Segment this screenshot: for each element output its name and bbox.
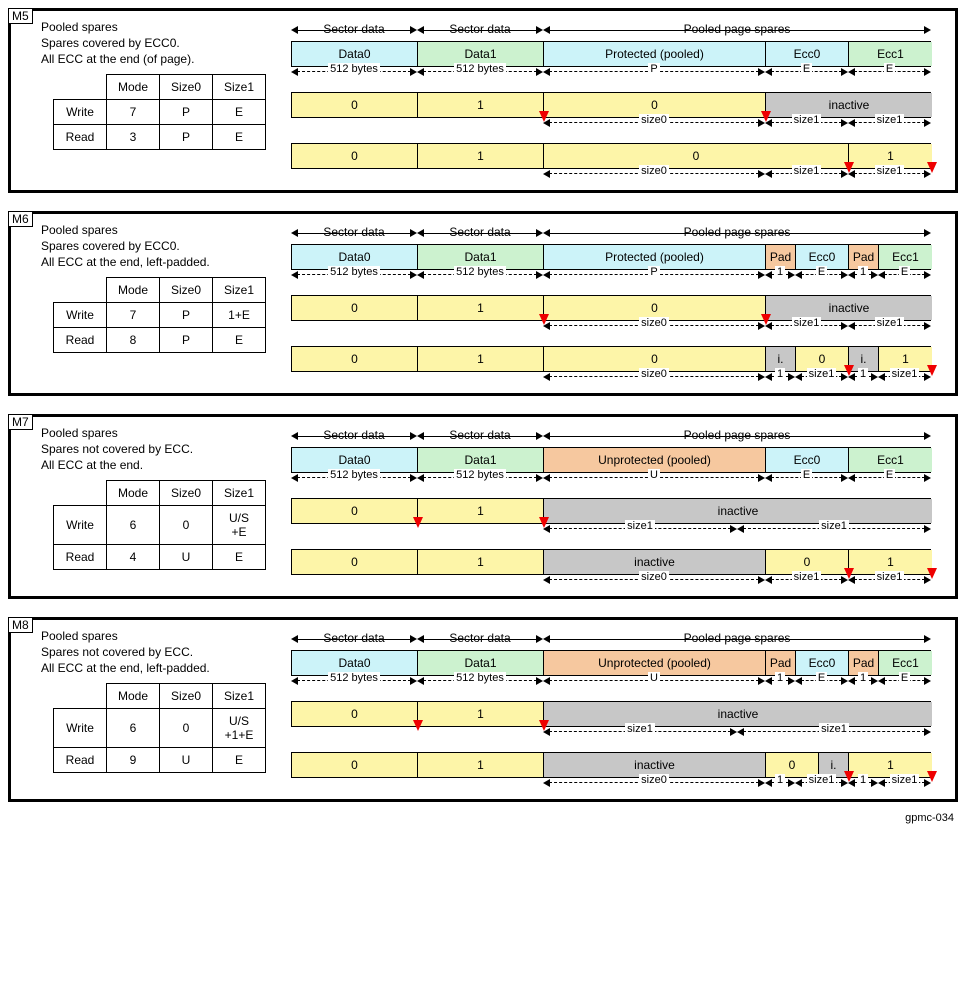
red-arrow-icon bbox=[927, 162, 937, 173]
red-arrow-icon bbox=[539, 720, 549, 731]
scheme-tag: M5 bbox=[8, 8, 33, 24]
mode-table: ModeSize0Size1Write60U/S +ERead4UE bbox=[53, 480, 266, 570]
red-arrow-icon bbox=[761, 314, 771, 325]
red-arrow-icon bbox=[927, 365, 937, 376]
red-arrow-icon bbox=[844, 568, 854, 579]
figure-id: gpmc-034 bbox=[8, 812, 954, 824]
red-arrow-icon bbox=[413, 517, 423, 528]
red-arrow-icon bbox=[761, 111, 771, 122]
red-arrow-icon bbox=[539, 314, 549, 325]
scheme-description: Pooled sparesSpares not covered by ECC.A… bbox=[41, 628, 279, 677]
scheme-M7: M7 Pooled sparesSpares not covered by ECC… bbox=[8, 414, 958, 599]
red-arrow-icon bbox=[539, 111, 549, 122]
scheme-tag: M7 bbox=[8, 414, 33, 430]
red-arrow-icon bbox=[927, 568, 937, 579]
scheme-description: Pooled sparesSpares covered by ECC0.All … bbox=[41, 222, 279, 271]
scheme-description: Pooled sparesSpares covered by ECC0.All … bbox=[41, 19, 279, 68]
scheme-tag: M8 bbox=[8, 617, 33, 633]
red-arrow-icon bbox=[413, 720, 423, 731]
red-arrow-icon bbox=[539, 517, 549, 528]
diagram-root: M5 Pooled sparesSpares covered by ECC0.Al… bbox=[8, 8, 958, 824]
mode-table: ModeSize0Size1Write7PERead3PE bbox=[53, 74, 266, 150]
red-arrow-icon bbox=[927, 771, 937, 782]
scheme-M6: M6 Pooled sparesSpares covered by ECC0.Al… bbox=[8, 211, 958, 396]
red-arrow-icon bbox=[844, 771, 854, 782]
red-arrow-icon bbox=[844, 162, 854, 173]
red-arrow-icon bbox=[844, 365, 854, 376]
mode-table: ModeSize0Size1Write7P1+ERead8PE bbox=[53, 277, 266, 353]
scheme-M8: M8 Pooled sparesSpares not covered by ECC… bbox=[8, 617, 958, 802]
scheme-M5: M5 Pooled sparesSpares covered by ECC0.Al… bbox=[8, 8, 958, 193]
scheme-tag: M6 bbox=[8, 211, 33, 227]
mode-table: ModeSize0Size1Write60U/S +1+ERead9UE bbox=[53, 683, 266, 773]
scheme-description: Pooled sparesSpares not covered by ECC.A… bbox=[41, 425, 279, 474]
